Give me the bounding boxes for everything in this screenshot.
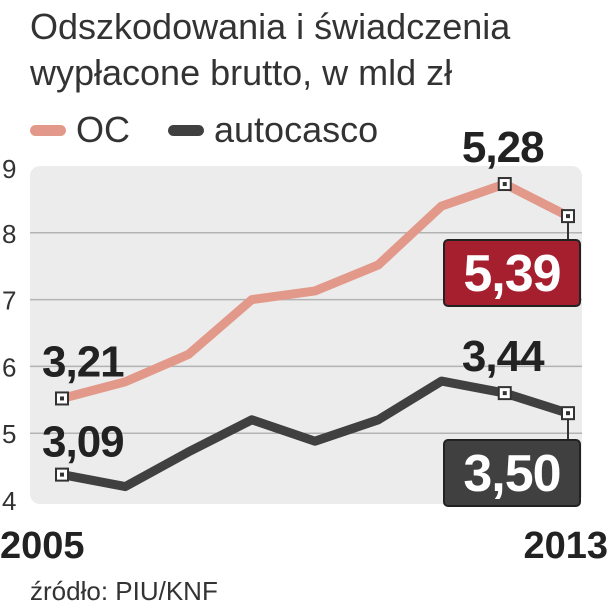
- chart-title-line-1: Odszkodowania i świadczenia: [30, 6, 511, 47]
- y-tick-label: 6: [2, 352, 16, 382]
- data-point-marker-dot: [502, 391, 507, 396]
- data-point-marker-dot: [502, 182, 507, 187]
- data-point-marker-dot: [60, 472, 64, 477]
- data-point-marker-dot: [60, 396, 64, 401]
- legend-swatch-autocasco: [168, 124, 204, 136]
- data-label-autocasco-2005: 3,09: [42, 418, 124, 467]
- y-tick-label: 4: [2, 486, 16, 516]
- chart-title-line-2: wypłacone brutto, w mld zł: [30, 52, 453, 93]
- data-label-oc-2012: 5,28: [462, 123, 544, 172]
- x-tick-label-last: 2013: [523, 525, 608, 567]
- data-label-autocasco-2012: 3,44: [462, 332, 545, 381]
- series-line-oc: [57, 179, 573, 403]
- data-labels: 3,21 5,28 5,39 3,09 3,44 3,50: [42, 123, 581, 507]
- legend-swatch-oc: [30, 124, 66, 136]
- y-tick-label: 7: [2, 286, 16, 316]
- x-tick-labels: 2005 2013: [0, 525, 608, 567]
- source-note: źródło: PIU/KNF: [30, 576, 218, 606]
- data-badge-label-autocasco: 3,50: [463, 445, 560, 503]
- y-tick-labels: 4 5 6 7 8 9: [2, 154, 16, 516]
- y-tick-label: 5: [2, 419, 16, 449]
- data-badge-oc: [443, 239, 581, 307]
- legend: OC autocasco: [30, 108, 416, 152]
- line-chart: 4 5 6 7 8 9 3,21 5,28 5,39 3,09 3,44 3,50 2005 2013: [0, 123, 608, 567]
- series-markers: [55, 177, 575, 482]
- chart-title: Odszkodowania i świadczenia wypłacone br…: [30, 4, 610, 96]
- data-badge-label-oc: 5,39: [463, 245, 560, 303]
- data-point-marker-dot: [566, 214, 570, 219]
- legend-label-autocasco: autocasco: [214, 109, 379, 150]
- series-line-autocasco: [57, 376, 573, 492]
- x-tick-label-first: 2005: [0, 525, 85, 567]
- data-point-marker-dot: [566, 411, 570, 416]
- series-lines: [57, 179, 573, 492]
- legend-entry-autocasco: autocasco: [168, 109, 378, 151]
- gridlines: [30, 232, 582, 434]
- data-badge-autocasco: [443, 439, 581, 507]
- y-tick-label: 8: [2, 219, 16, 249]
- legend-entry-oc: OC: [30, 109, 130, 151]
- y-tick-label: 9: [2, 154, 16, 184]
- legend-label-oc: OC: [76, 109, 130, 150]
- data-label-oc-2005: 3,21: [42, 337, 124, 386]
